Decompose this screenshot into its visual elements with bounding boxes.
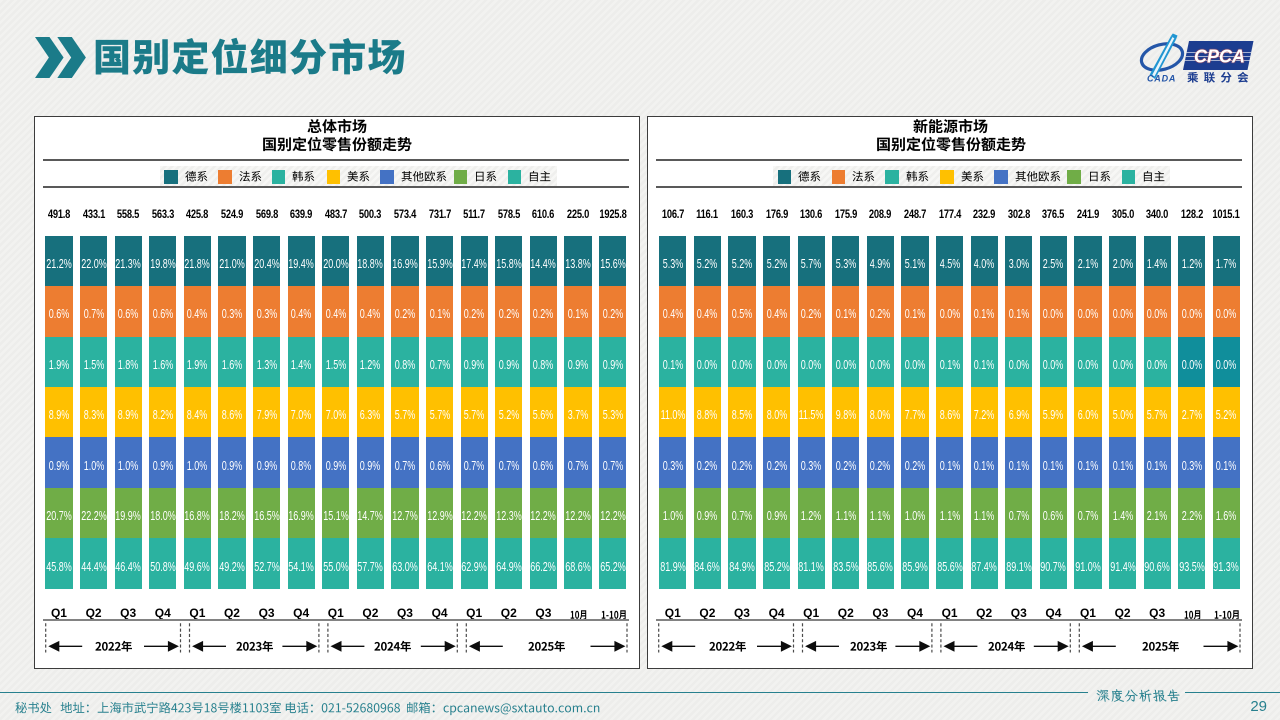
svg-text:CPCA: CPCA	[1194, 47, 1245, 67]
svg-text:CADA: CADA	[1147, 74, 1176, 84]
